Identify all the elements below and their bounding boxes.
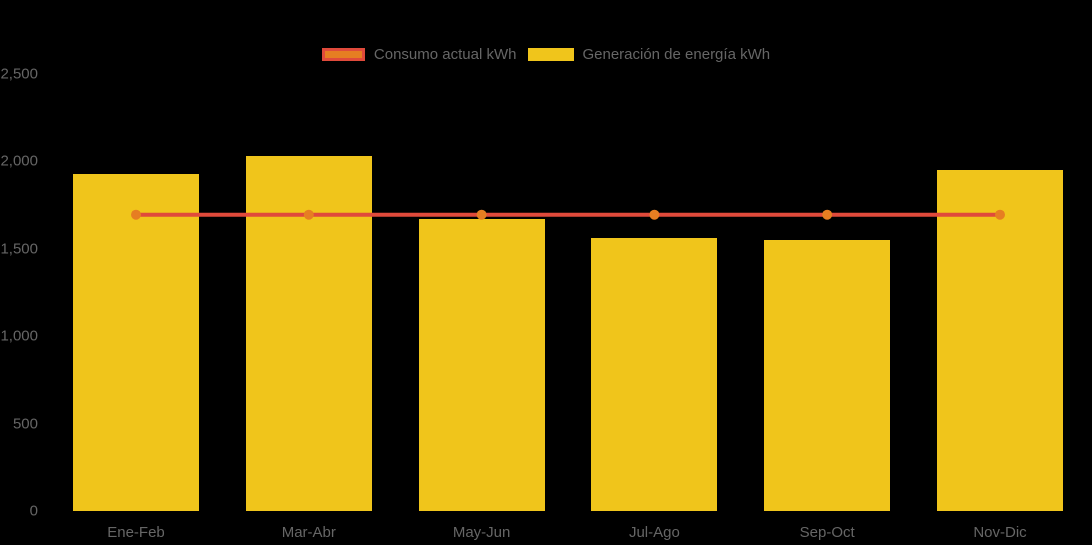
bar-may-jun[interactable] [418,219,545,511]
x-axis-label: Jul-Ago [628,524,680,541]
line-marker-nov-dic[interactable] [995,209,1005,220]
legend-label-generacion-energia: Generación de energía kWh [582,46,771,63]
x-axis-label: Sep-Oct [799,524,855,541]
legend-item-generacion-energia[interactable]: Generación de energía kWh [528,47,770,62]
line-marker-ene-feb[interactable] [131,209,141,220]
consumo-line-swatch-icon [321,48,365,61]
x-axis-label: Nov-Dic [973,524,1027,541]
y-axis-label: 1,500 [0,240,38,258]
line-marker-jul-ago[interactable] [649,209,660,220]
bar-mar-abr[interactable] [245,156,372,511]
bar-ene-feb[interactable] [73,173,199,511]
legend-item-consumo-actual[interactable]: Consumo actual kWh [321,46,517,63]
y-axis-label: 2,000 [0,152,38,170]
y-axis-label: 500 [12,415,38,433]
line-marker-sep-oct[interactable] [822,209,833,220]
line-marker-mar-abr[interactable] [303,209,314,220]
generacion-bar-swatch-icon [528,48,575,61]
y-axis-label: 1,000 [0,327,38,345]
bar-sep-oct[interactable] [764,240,891,511]
legend: Consumo actual kWh Generación de energía… [0,47,1092,62]
y-axis-label: 2,500 [0,65,38,83]
legend-label-consumo-actual: Consumo actual kWh [373,46,517,63]
bar-nov-dic[interactable] [937,170,1063,511]
x-axis-label: May-Jun [452,524,511,541]
line-marker-may-jun[interactable] [476,209,487,220]
y-axis-label: 0 [29,502,38,520]
bar-jul-ago[interactable] [591,238,718,511]
x-axis-label: Mar-Abr [281,524,336,541]
x-axis-label: Ene-Feb [107,524,165,541]
